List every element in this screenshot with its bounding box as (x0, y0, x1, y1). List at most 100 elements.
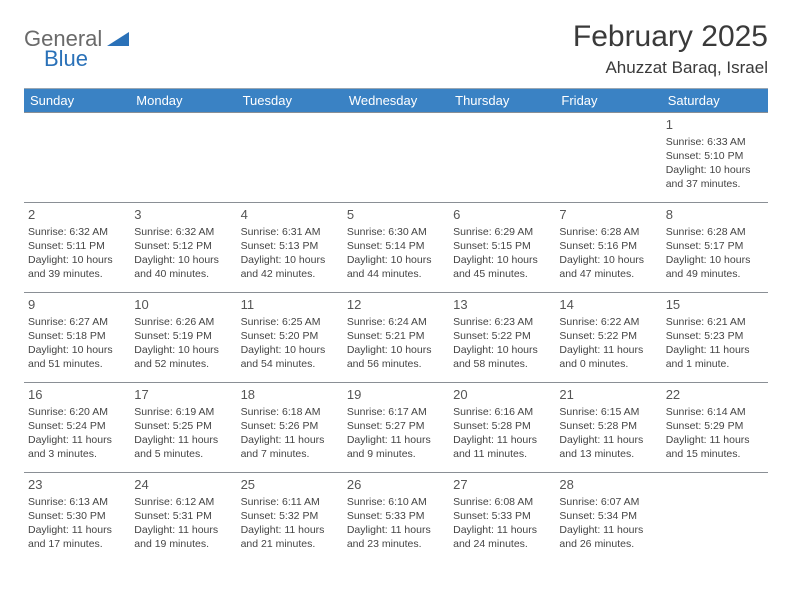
sunset-label: Sunset: 5:18 PM (28, 329, 126, 343)
sunset-label: Sunset: 5:20 PM (241, 329, 339, 343)
calendar-week-row: 16Sunrise: 6:20 AMSunset: 5:24 PMDayligh… (24, 383, 768, 473)
sunset-label: Sunset: 5:27 PM (347, 419, 445, 433)
daylight-label: Daylight: 11 hours and 1 minute. (666, 343, 764, 371)
calendar-day-cell: 18Sunrise: 6:18 AMSunset: 5:26 PMDayligh… (237, 383, 343, 473)
day-header: Monday (130, 89, 236, 113)
sunset-label: Sunset: 5:28 PM (453, 419, 551, 433)
day-number: 16 (28, 386, 126, 404)
sunset-label: Sunset: 5:33 PM (453, 509, 551, 523)
day-number: 19 (347, 386, 445, 404)
sunrise-label: Sunrise: 6:29 AM (453, 225, 551, 239)
sunrise-label: Sunrise: 6:32 AM (134, 225, 232, 239)
sunrise-label: Sunrise: 6:07 AM (559, 495, 657, 509)
sunset-label: Sunset: 5:28 PM (559, 419, 657, 433)
sunset-label: Sunset: 5:11 PM (28, 239, 126, 253)
sunset-label: Sunset: 5:29 PM (666, 419, 764, 433)
sunrise-label: Sunrise: 6:30 AM (347, 225, 445, 239)
day-number: 24 (134, 476, 232, 494)
sunrise-label: Sunrise: 6:12 AM (134, 495, 232, 509)
sunrise-label: Sunrise: 6:25 AM (241, 315, 339, 329)
calendar-day-cell: 24Sunrise: 6:12 AMSunset: 5:31 PMDayligh… (130, 473, 236, 563)
sunset-label: Sunset: 5:26 PM (241, 419, 339, 433)
daylight-label: Daylight: 10 hours and 56 minutes. (347, 343, 445, 371)
title-block: February 2025 Ahuzzat Baraq, Israel (573, 20, 768, 78)
daylight-label: Daylight: 11 hours and 11 minutes. (453, 433, 551, 461)
sunrise-label: Sunrise: 6:32 AM (28, 225, 126, 239)
daylight-label: Daylight: 10 hours and 40 minutes. (134, 253, 232, 281)
logo-mark-icon (107, 30, 129, 51)
calendar-day-cell: 19Sunrise: 6:17 AMSunset: 5:27 PMDayligh… (343, 383, 449, 473)
calendar-day-cell (24, 113, 130, 203)
sunset-label: Sunset: 5:23 PM (666, 329, 764, 343)
calendar-day-cell: 25Sunrise: 6:11 AMSunset: 5:32 PMDayligh… (237, 473, 343, 563)
sunrise-label: Sunrise: 6:08 AM (453, 495, 551, 509)
daylight-label: Daylight: 10 hours and 37 minutes. (666, 163, 764, 191)
sunrise-label: Sunrise: 6:31 AM (241, 225, 339, 239)
daylight-label: Daylight: 11 hours and 17 minutes. (28, 523, 126, 551)
day-number: 14 (559, 296, 657, 314)
month-title: February 2025 (573, 20, 768, 54)
calendar-day-cell: 16Sunrise: 6:20 AMSunset: 5:24 PMDayligh… (24, 383, 130, 473)
day-number: 17 (134, 386, 232, 404)
sunset-label: Sunset: 5:33 PM (347, 509, 445, 523)
day-number: 15 (666, 296, 764, 314)
day-header: Tuesday (237, 89, 343, 113)
sunset-label: Sunset: 5:19 PM (134, 329, 232, 343)
sunset-label: Sunset: 5:25 PM (134, 419, 232, 433)
daylight-label: Daylight: 11 hours and 5 minutes. (134, 433, 232, 461)
day-number: 10 (134, 296, 232, 314)
day-number: 27 (453, 476, 551, 494)
day-number: 4 (241, 206, 339, 224)
daylight-label: Daylight: 10 hours and 45 minutes. (453, 253, 551, 281)
calendar-day-cell: 22Sunrise: 6:14 AMSunset: 5:29 PMDayligh… (662, 383, 768, 473)
sunrise-label: Sunrise: 6:11 AM (241, 495, 339, 509)
calendar-day-cell: 7Sunrise: 6:28 AMSunset: 5:16 PMDaylight… (555, 203, 661, 293)
sunrise-label: Sunrise: 6:24 AM (347, 315, 445, 329)
day-number: 22 (666, 386, 764, 404)
calendar-day-cell: 6Sunrise: 6:29 AMSunset: 5:15 PMDaylight… (449, 203, 555, 293)
calendar-day-cell: 4Sunrise: 6:31 AMSunset: 5:13 PMDaylight… (237, 203, 343, 293)
daylight-label: Daylight: 10 hours and 58 minutes. (453, 343, 551, 371)
calendar-week-row: 23Sunrise: 6:13 AMSunset: 5:30 PMDayligh… (24, 473, 768, 563)
calendar-day-cell: 27Sunrise: 6:08 AMSunset: 5:33 PMDayligh… (449, 473, 555, 563)
sunset-label: Sunset: 5:31 PM (134, 509, 232, 523)
calendar-day-cell: 20Sunrise: 6:16 AMSunset: 5:28 PMDayligh… (449, 383, 555, 473)
calendar-day-cell: 13Sunrise: 6:23 AMSunset: 5:22 PMDayligh… (449, 293, 555, 383)
daylight-label: Daylight: 10 hours and 42 minutes. (241, 253, 339, 281)
day-number: 6 (453, 206, 551, 224)
day-number: 9 (28, 296, 126, 314)
day-number: 1 (666, 116, 764, 134)
daylight-label: Daylight: 10 hours and 54 minutes. (241, 343, 339, 371)
day-number: 28 (559, 476, 657, 494)
daylight-label: Daylight: 11 hours and 23 minutes. (347, 523, 445, 551)
sunset-label: Sunset: 5:22 PM (559, 329, 657, 343)
calendar-day-cell: 21Sunrise: 6:15 AMSunset: 5:28 PMDayligh… (555, 383, 661, 473)
sunrise-label: Sunrise: 6:22 AM (559, 315, 657, 329)
calendar-day-cell: 15Sunrise: 6:21 AMSunset: 5:23 PMDayligh… (662, 293, 768, 383)
calendar-week-row: 2Sunrise: 6:32 AMSunset: 5:11 PMDaylight… (24, 203, 768, 293)
calendar-day-cell: 14Sunrise: 6:22 AMSunset: 5:22 PMDayligh… (555, 293, 661, 383)
day-number: 7 (559, 206, 657, 224)
sunset-label: Sunset: 5:10 PM (666, 149, 764, 163)
day-number: 3 (134, 206, 232, 224)
daylight-label: Daylight: 10 hours and 44 minutes. (347, 253, 445, 281)
day-number: 18 (241, 386, 339, 404)
day-number: 11 (241, 296, 339, 314)
calendar-day-cell (449, 113, 555, 203)
sunset-label: Sunset: 5:15 PM (453, 239, 551, 253)
sunrise-label: Sunrise: 6:16 AM (453, 405, 551, 419)
calendar-day-cell: 9Sunrise: 6:27 AMSunset: 5:18 PMDaylight… (24, 293, 130, 383)
sunset-label: Sunset: 5:17 PM (666, 239, 764, 253)
daylight-label: Daylight: 10 hours and 52 minutes. (134, 343, 232, 371)
sunset-label: Sunset: 5:34 PM (559, 509, 657, 523)
sunset-label: Sunset: 5:16 PM (559, 239, 657, 253)
location-label: Ahuzzat Baraq, Israel (573, 58, 768, 78)
sunrise-label: Sunrise: 6:10 AM (347, 495, 445, 509)
sunset-label: Sunset: 5:13 PM (241, 239, 339, 253)
day-number: 20 (453, 386, 551, 404)
calendar-week-row: 9Sunrise: 6:27 AMSunset: 5:18 PMDaylight… (24, 293, 768, 383)
calendar-day-cell: 3Sunrise: 6:32 AMSunset: 5:12 PMDaylight… (130, 203, 236, 293)
daylight-label: Daylight: 11 hours and 7 minutes. (241, 433, 339, 461)
daylight-label: Daylight: 10 hours and 49 minutes. (666, 253, 764, 281)
daylight-label: Daylight: 10 hours and 39 minutes. (28, 253, 126, 281)
